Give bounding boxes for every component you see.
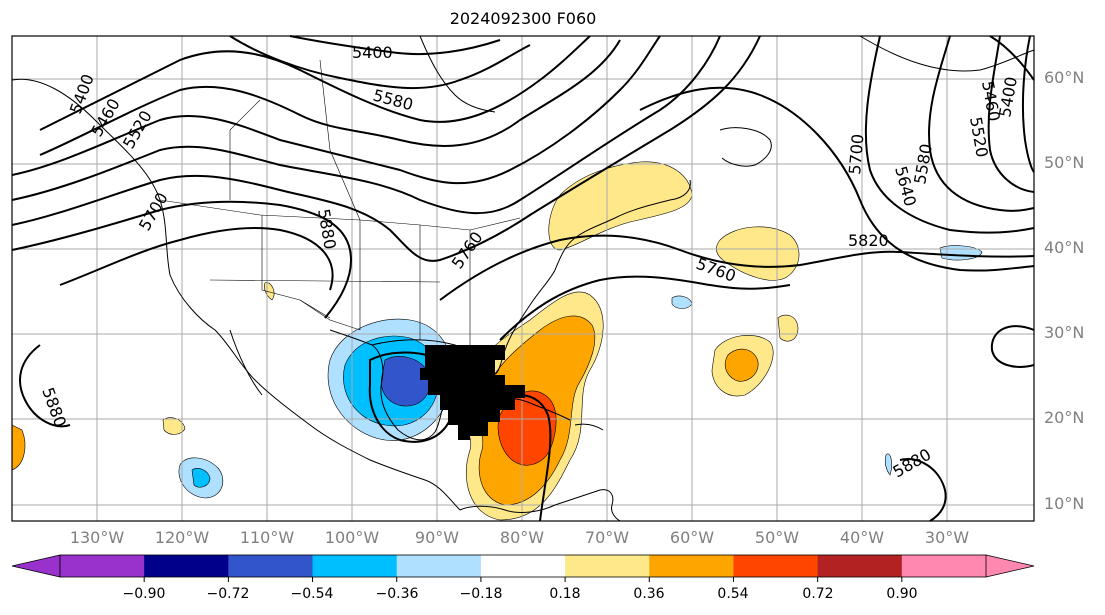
lon-label-90w: 90°W bbox=[414, 528, 460, 547]
colorbar-cell bbox=[60, 555, 145, 577]
lon-label-50w: 50°W bbox=[754, 528, 800, 547]
colorbar-cell bbox=[396, 555, 482, 577]
svg-text:5400: 5400 bbox=[352, 43, 393, 62]
colorbar-tick-label: −0.90 bbox=[122, 586, 166, 602]
lat-label-40n: 40°N bbox=[1044, 238, 1085, 257]
lat-label-20n: 20°N bbox=[1044, 408, 1085, 427]
political-borders bbox=[159, 59, 521, 345]
colorbar-cell bbox=[312, 555, 398, 577]
colorbar-cell bbox=[649, 555, 734, 577]
colorbar-cell bbox=[480, 555, 566, 577]
colorbar bbox=[11, 554, 1035, 582]
svg-text:5700: 5700 bbox=[845, 133, 867, 175]
colorbar-tick-label: 0.54 bbox=[717, 586, 749, 602]
lon-label-40w: 40°W bbox=[839, 528, 885, 547]
colorbar-tick-label: 0.90 bbox=[886, 586, 918, 602]
colorbar-tick-label: 0.72 bbox=[802, 586, 834, 602]
colorbar-cell bbox=[817, 555, 903, 577]
lat-label-50n: 50°N bbox=[1044, 153, 1085, 172]
colorbar-cell bbox=[144, 555, 229, 577]
lon-label-130w: 130°W bbox=[69, 528, 125, 547]
colorbar-tick-label: 0.36 bbox=[633, 586, 665, 602]
lat-label-10n: 10°N bbox=[1044, 494, 1085, 513]
map-title: 2024092300 F060 bbox=[449, 9, 597, 28]
lon-label-70w: 70°W bbox=[584, 528, 630, 547]
svg-text:5820: 5820 bbox=[848, 231, 889, 250]
colorbar-tick-label: −0.54 bbox=[290, 586, 334, 602]
lon-label-80w: 80°W bbox=[499, 528, 545, 547]
coastlines bbox=[11, 35, 1035, 522]
lon-label-120w: 120°W bbox=[154, 528, 210, 547]
lat-label-30n: 30°N bbox=[1044, 323, 1085, 342]
lon-label-110w: 110°W bbox=[239, 528, 295, 547]
colorbar-tick-label: −0.18 bbox=[459, 586, 503, 602]
colorbar-cell bbox=[565, 555, 650, 577]
lat-label-60n: 60°N bbox=[1044, 68, 1085, 87]
hatch-markers bbox=[420, 345, 525, 440]
lon-label-30w: 30°W bbox=[924, 528, 970, 547]
map-frame bbox=[11, 35, 1035, 522]
height-contours bbox=[11, 35, 1035, 522]
colorbar-tick-label: 0.18 bbox=[549, 586, 581, 602]
colorbar-cell bbox=[733, 555, 819, 577]
colorbar-cell bbox=[228, 555, 314, 577]
lon-label-100w: 100°W bbox=[324, 528, 380, 547]
colorbar-tick-label: −0.36 bbox=[375, 586, 419, 602]
lon-label-60w: 60°W bbox=[669, 528, 715, 547]
colorbar-cell bbox=[901, 555, 987, 577]
colorbar-tick-label: −0.72 bbox=[206, 586, 250, 602]
